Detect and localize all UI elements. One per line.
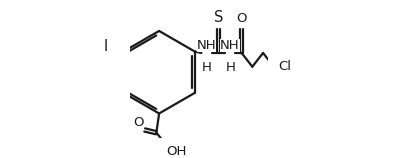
Text: OH: OH: [167, 145, 187, 158]
Text: O: O: [133, 116, 143, 129]
Text: H: H: [202, 61, 212, 73]
Text: I: I: [104, 39, 108, 54]
Text: S: S: [214, 10, 223, 25]
Text: NH: NH: [197, 39, 217, 52]
Text: NH: NH: [220, 39, 240, 52]
Text: Cl: Cl: [278, 60, 291, 73]
Text: H: H: [226, 61, 235, 73]
Text: O: O: [236, 12, 247, 25]
